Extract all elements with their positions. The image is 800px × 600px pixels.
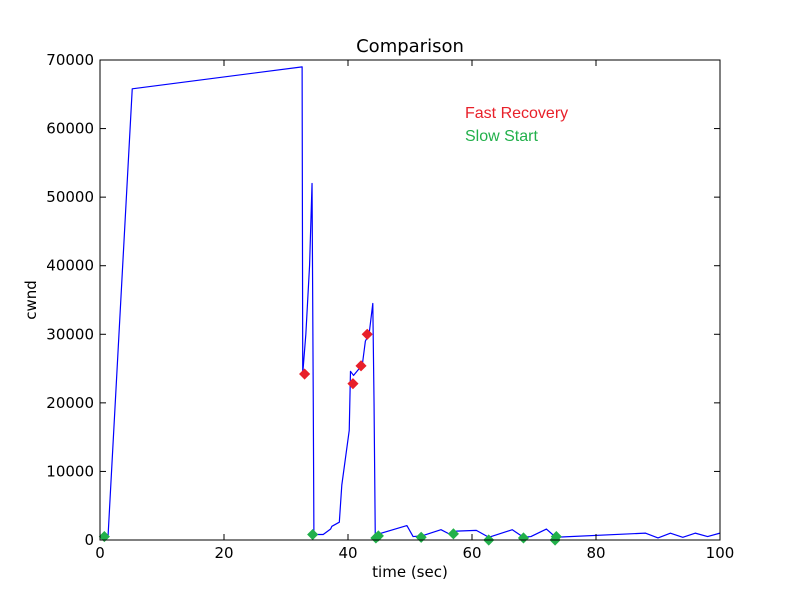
ticks-layer: 0 20 40 60 80 100 0 10000 20000 30000 40000 50000 60… <box>46 51 734 562</box>
fast-recovery-marker <box>299 368 311 380</box>
chart-title: Comparison <box>356 36 464 57</box>
x-tick-label: 40 <box>338 544 357 562</box>
x-axis-label: time (sec) <box>372 563 448 581</box>
fast-recovery-marker <box>347 378 359 390</box>
y-tick-label: 40000 <box>46 257 94 275</box>
y-tick-label: 10000 <box>46 462 94 480</box>
x-tick-label: 60 <box>462 544 481 562</box>
slow-start-marker <box>372 530 384 542</box>
y-tick-label: 70000 <box>46 51 94 69</box>
slow-start-marker <box>447 528 459 540</box>
annotation-slow-start: Slow Start <box>465 128 538 145</box>
fast-recovery-marker <box>361 328 373 340</box>
cwnd-line <box>103 66 721 539</box>
plot-frame <box>99 59 721 541</box>
fast-recovery-marker <box>355 360 367 372</box>
slow-start-marker <box>550 531 562 543</box>
slow-start-marker <box>98 531 110 543</box>
x-tick-label: 80 <box>586 544 605 562</box>
y-tick-label: 20000 <box>46 394 94 412</box>
plot-background <box>100 60 720 540</box>
y-tick-label: 30000 <box>46 325 94 343</box>
annotation-fast-recovery: Fast Recovery <box>465 105 568 122</box>
x-tick-label: 20 <box>214 544 233 562</box>
y-tick-label: 50000 <box>46 188 94 206</box>
y-tick-label: 60000 <box>46 120 94 138</box>
x-tick-label: 0 <box>95 544 105 562</box>
x-tick-label: 100 <box>706 544 735 562</box>
data-layer <box>98 66 721 546</box>
y-tick-label: 0 <box>84 531 94 549</box>
y-axis-label: cwnd <box>22 280 40 320</box>
